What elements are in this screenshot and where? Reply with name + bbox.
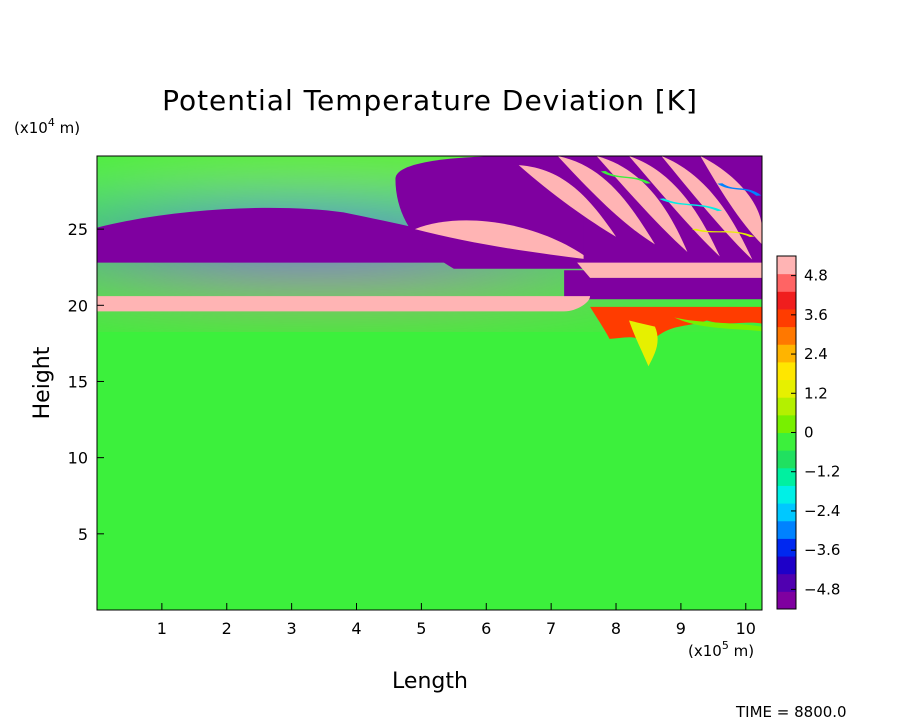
x-tick-label: 3	[287, 619, 297, 638]
colorbar: 4.8 3.6 2.4 1.2 0 −1.2 −2.4 −3.6 −4.8	[776, 255, 840, 610]
y-tick-label: 25	[68, 220, 88, 239]
y-tick-label: 20	[68, 296, 88, 315]
colorbar-segment	[777, 414, 796, 433]
colorbar-segment	[777, 591, 796, 610]
colorbar-segment	[777, 361, 796, 381]
colorbar-tick-label: −2.4	[804, 502, 840, 520]
colorbar-tick-label: 2.4	[804, 345, 828, 363]
x-unit-label: (x105 m)	[688, 639, 754, 660]
colorbar-segment	[777, 326, 796, 345]
colorbar-tick-label: 0	[804, 424, 814, 442]
heatmap-field	[97, 156, 762, 610]
y-tick-label: 10	[68, 449, 88, 468]
colorbar-segment	[777, 432, 796, 451]
colorbar-segment	[777, 256, 796, 275]
colorbar-tick-label: 1.2	[804, 384, 828, 402]
x-tick-label: 1	[157, 619, 167, 638]
plot-frame	[96, 155, 763, 611]
colorbar-segment	[777, 379, 796, 398]
chart-title: Potential Temperature Deviation [K]	[162, 84, 698, 117]
x-tick-label: 10	[736, 619, 756, 638]
colorbar-segment	[777, 520, 796, 539]
colorbar-segment	[777, 485, 796, 504]
colorbar-segment	[777, 397, 796, 416]
colorbar-tick-label: 3.6	[804, 306, 828, 324]
y-axis: 5 10 15 20 25	[68, 220, 104, 544]
plot-area	[96, 155, 763, 611]
x-axis: 1 2 3 4 5 6 7 8 9 10	[157, 603, 756, 638]
colorbar-tick-label: −1.2	[804, 463, 840, 481]
colorbar-segment	[777, 344, 796, 363]
colorbar-segment	[777, 538, 796, 557]
y-tick-label: 5	[78, 525, 88, 544]
colorbar-tick-label: 4.8	[804, 267, 828, 285]
colorbar-segment	[777, 556, 796, 575]
colorbar-segment	[777, 308, 796, 328]
x-tick-label: 7	[546, 619, 556, 638]
colorbar-tick-label: −3.6	[804, 541, 840, 559]
colorbar-segment	[777, 273, 796, 292]
x-tick-label: 4	[351, 619, 361, 638]
colorbar-segment	[777, 573, 796, 592]
x-tick-label: 6	[481, 619, 491, 638]
x-axis-label: Length	[392, 669, 468, 694]
colorbar-tick-label: −4.8	[804, 580, 840, 598]
colorbar-segment	[777, 467, 796, 486]
y-tick-label: 15	[68, 372, 88, 391]
colorbar-segment	[777, 291, 796, 310]
y-unit-label: (x104 m)	[14, 116, 80, 137]
x-tick-label: 9	[676, 619, 686, 638]
time-label: TIME = 8800.0	[735, 703, 847, 721]
x-tick-label: 8	[611, 619, 621, 638]
x-tick-label: 5	[416, 619, 426, 638]
x-tick-label: 2	[222, 619, 232, 638]
colorbar-segment	[777, 450, 796, 469]
y-axis-label: Height	[30, 346, 55, 419]
colorbar-segment	[777, 503, 796, 522]
